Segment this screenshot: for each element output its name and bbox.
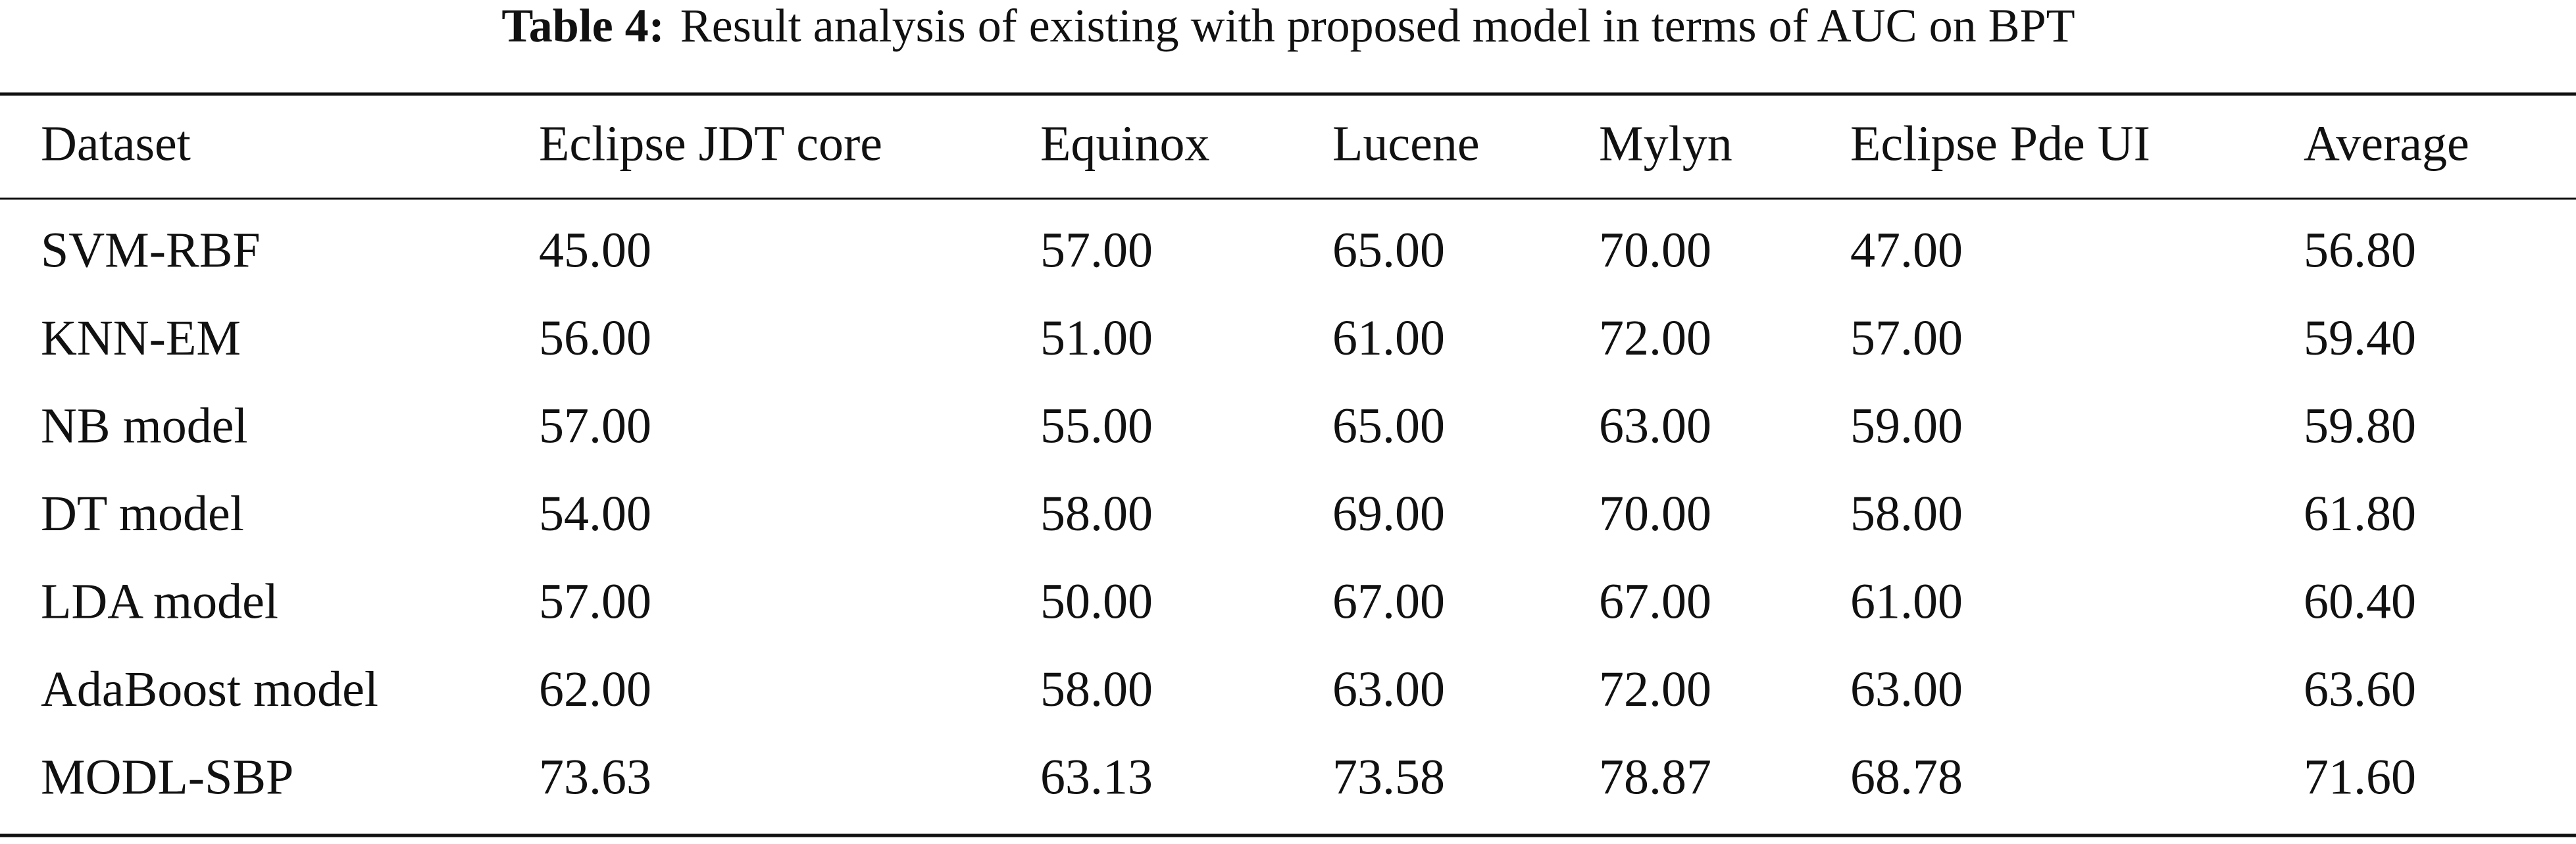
table-cell: 60.40 — [2304, 574, 2416, 629]
table-cell: 63.00 — [1850, 662, 1963, 717]
table-cell: 72.00 — [1599, 662, 1711, 717]
table-cell: 70.00 — [1599, 486, 1711, 541]
caption: Table 4: Result analysis of existing with… — [501, 0, 2075, 52]
table-cell: 57.00 — [539, 398, 651, 453]
table-cell: 58.00 — [1040, 662, 1153, 717]
row-label: LDA model — [41, 574, 278, 629]
row-label: AdaBoost model — [41, 662, 378, 717]
table-cell: 73.58 — [1332, 749, 1445, 805]
table-cell: 63.60 — [2304, 662, 2416, 717]
table-cell: 57.00 — [1850, 310, 1963, 366]
table-cell: 67.00 — [1599, 574, 1711, 629]
table-cell: 71.60 — [2304, 749, 2416, 805]
table-cell: 59.00 — [1850, 398, 1963, 453]
table-cell: 51.00 — [1040, 310, 1153, 366]
header-cell: Dataset — [41, 116, 191, 171]
table-cell: 59.80 — [2304, 398, 2416, 453]
table-cell: 61.00 — [1332, 310, 1445, 366]
table-cell: 68.78 — [1850, 749, 1963, 805]
table-cell: 50.00 — [1040, 574, 1153, 629]
table-cell: 56.00 — [539, 310, 651, 366]
table-cell: 54.00 — [539, 486, 651, 541]
row-label: SVM-RBF — [41, 222, 261, 278]
table-cell: 63.00 — [1332, 662, 1445, 717]
row-label: MODL-SBP — [41, 749, 293, 805]
table-cell: 73.63 — [539, 749, 651, 805]
table-cell: 67.00 — [1332, 574, 1445, 629]
table-cell: 62.00 — [539, 662, 651, 717]
table-cell: 63.13 — [1040, 749, 1153, 805]
table-cell: 78.87 — [1599, 749, 1711, 805]
header-cell: Eclipse JDT core — [539, 116, 882, 171]
caption-label: Table 4: — [501, 0, 664, 52]
row-label: DT model — [41, 486, 244, 541]
table-cell: 65.00 — [1332, 398, 1445, 453]
table-cell: 61.00 — [1850, 574, 1963, 629]
caption-text: Result analysis of existing with propose… — [680, 0, 2075, 52]
table-cell: 58.00 — [1040, 486, 1153, 541]
table-cell: 69.00 — [1332, 486, 1445, 541]
table-cell: 45.00 — [539, 222, 651, 278]
table-cell: 70.00 — [1599, 222, 1711, 278]
table-cell: 72.00 — [1599, 310, 1711, 366]
table-cell: 57.00 — [1040, 222, 1153, 278]
row-label: NB model — [41, 398, 248, 453]
table-cell: 57.00 — [539, 574, 651, 629]
table-cell: 61.80 — [2304, 486, 2416, 541]
header-cell: Mylyn — [1599, 116, 1732, 171]
row-label: KNN-EM — [41, 310, 241, 366]
header-cell: Lucene — [1332, 116, 1480, 171]
table-cell: 63.00 — [1599, 398, 1711, 453]
table-cell: 58.00 — [1850, 486, 1963, 541]
table-cell: 65.00 — [1332, 222, 1445, 278]
table-cell: 55.00 — [1040, 398, 1153, 453]
table-cell: 56.80 — [2304, 222, 2416, 278]
table-cell: 59.40 — [2304, 310, 2416, 366]
header-cell: Eclipse Pde UI — [1850, 116, 2150, 171]
header-cell: Equinox — [1040, 116, 1210, 171]
header-cell: Average — [2304, 116, 2469, 171]
table-cell: 47.00 — [1850, 222, 1963, 278]
